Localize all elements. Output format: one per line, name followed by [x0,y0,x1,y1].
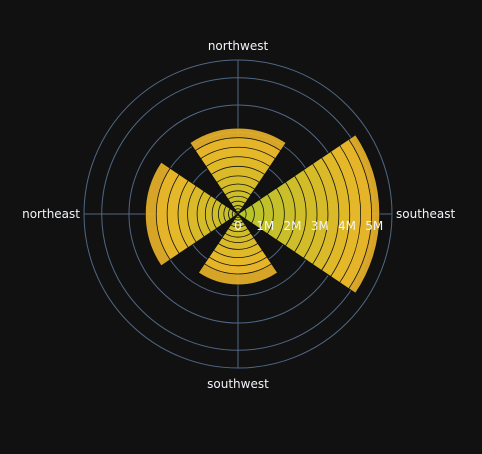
bars [144,127,381,294]
radial-tick-labels: 0 1M 2M 3M 4M 5M [234,219,383,233]
angular-tick-label: southeast [396,207,455,221]
angular-tick-label: northeast [22,207,80,221]
radial-tick-label: 4M [338,219,356,233]
angular-labels: southeast southwest northeast northwest [22,39,455,391]
bar-northwest [236,212,240,215]
radial-tick-label: 1M [256,219,274,233]
bar-northeast [236,212,239,216]
radial-tick-label: 2M [284,219,302,233]
radial-tick-label: 3M [311,219,329,233]
angular-tick-label: southwest [207,377,269,391]
radial-tick-label: 0 [234,219,242,233]
angular-tick-label: northwest [208,39,269,53]
radial-tick-label: 5M [365,219,383,233]
bar-southeast [237,208,247,220]
